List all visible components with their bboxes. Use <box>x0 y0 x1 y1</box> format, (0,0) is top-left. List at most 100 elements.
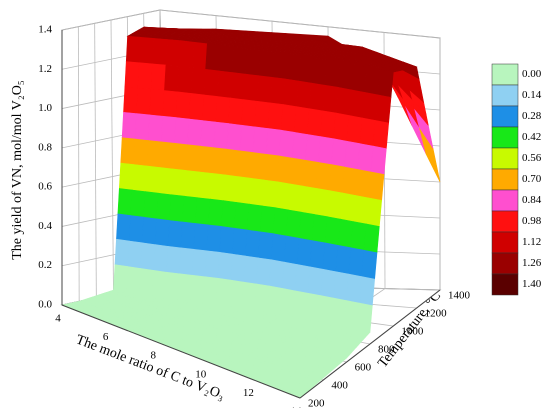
surface-patch <box>307 108 324 137</box>
surface-patch <box>366 197 382 227</box>
colorbar-label: 1.40 <box>522 278 542 290</box>
surface-patch <box>285 209 302 239</box>
surface-patch <box>346 273 363 304</box>
surface-patch <box>292 290 309 321</box>
surface-patch <box>230 253 246 283</box>
surface-patch <box>139 36 155 65</box>
z-tick-label: 1.4 <box>38 24 52 36</box>
colorbar-box <box>491 168 519 191</box>
surface-patch <box>159 141 175 170</box>
colorbar-label: 1.26 <box>522 257 542 269</box>
surface-patch <box>206 224 222 253</box>
surface-patch <box>241 281 257 311</box>
colorbar-box <box>491 126 519 149</box>
surface-patch <box>359 117 376 147</box>
x-tick-label: 6 <box>103 331 109 343</box>
surface-patch <box>303 159 319 189</box>
surface-patch <box>133 138 149 167</box>
surface-patch <box>313 188 330 218</box>
surface-patch <box>254 100 271 129</box>
surface-patch <box>294 264 311 294</box>
x-tick-label: 4 <box>55 313 61 325</box>
surface-patch <box>364 66 381 96</box>
surface-patch <box>208 198 224 227</box>
surface-patch <box>305 134 321 163</box>
surface-patch <box>320 268 337 299</box>
surface-patch <box>337 218 354 249</box>
surface-patch <box>339 192 356 222</box>
surface-patch <box>348 89 365 119</box>
y-tick-label: 400 <box>331 380 348 392</box>
surface-patch <box>316 162 332 191</box>
surface-patch <box>282 78 299 107</box>
surface-patch <box>120 137 136 165</box>
surface-patch <box>114 238 130 267</box>
surface-patch <box>185 144 201 173</box>
surface-patch <box>350 221 367 251</box>
grid-line <box>110 19 114 295</box>
surface-patch <box>222 174 239 203</box>
surface-patch <box>165 39 182 67</box>
surface-patch <box>195 197 211 226</box>
surface-patch <box>141 216 158 245</box>
axis-line <box>299 289 441 399</box>
surface-patch <box>359 276 375 306</box>
surface-patch <box>146 140 162 168</box>
surface-patch <box>151 269 167 299</box>
surface-patch <box>267 102 284 131</box>
surface-patch <box>348 247 365 277</box>
surface-patch <box>280 104 297 133</box>
surface-patch <box>352 195 369 225</box>
surface-patch <box>191 248 208 278</box>
surface-patch <box>131 164 148 192</box>
colorbar-box <box>491 252 519 275</box>
surface-patch <box>355 169 372 199</box>
surface-patch <box>361 92 379 121</box>
surface-patch <box>203 69 220 97</box>
y-tick-label: 200 <box>308 398 325 408</box>
surface-patch <box>134 113 151 141</box>
surface-patch <box>127 240 143 269</box>
surface-patch <box>287 183 304 213</box>
surface-patch <box>260 205 276 235</box>
surface-patch <box>271 233 287 263</box>
surface-patch <box>149 89 165 117</box>
surface-patch <box>234 202 250 231</box>
surface-patch <box>228 97 244 126</box>
surface-patch <box>305 292 322 323</box>
colorbar-box <box>491 273 519 296</box>
surface-patch <box>311 57 328 86</box>
x-tick-label: 14 <box>291 406 303 408</box>
surface-patch <box>219 226 235 255</box>
x-tick-label: 12 <box>243 387 254 399</box>
y-tick-label: 1400 <box>448 290 471 302</box>
surface-patch <box>241 99 258 128</box>
z-tick-label: 1.0 <box>38 102 52 114</box>
grid-line <box>77 26 80 302</box>
y-tick-label: 1200 <box>425 308 448 320</box>
surface-patch <box>215 277 232 307</box>
surface-patch <box>237 150 254 179</box>
surface-patch <box>274 181 291 211</box>
surface-patch <box>245 48 261 77</box>
surface-patch <box>331 138 348 168</box>
colorbar-label: 0.42 <box>522 131 541 143</box>
grid-line <box>94 23 97 298</box>
surface-patch <box>124 61 140 89</box>
surface-patch <box>258 231 274 261</box>
surface-patch <box>283 235 300 265</box>
surface-patch <box>346 115 363 145</box>
surface-patch <box>293 106 310 135</box>
surface-patch <box>377 69 394 98</box>
surface-patch <box>140 242 156 271</box>
grid-line <box>159 9 441 39</box>
z-tick-label: 1.2 <box>38 63 52 75</box>
surface-patch <box>311 214 328 244</box>
surface-patch <box>156 192 172 221</box>
surface-patch <box>188 93 205 121</box>
surface-patch <box>243 255 259 285</box>
surface-patch <box>204 250 220 279</box>
surface-patch <box>265 128 282 157</box>
surface-patch <box>183 170 200 199</box>
surface-patch <box>298 211 315 241</box>
